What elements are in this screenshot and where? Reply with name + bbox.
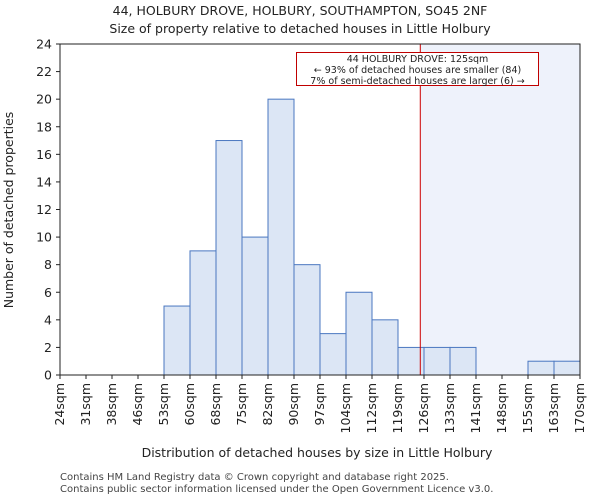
x-tick-label-90sqm: 90sqm [286,383,301,426]
x-tick-label-163sqm: 163sqm [546,383,561,433]
bar-163sqm [553,360,581,376]
bar-133sqm [449,346,477,376]
y-tick-label-4: 4 [44,312,52,327]
x-tick-label-126sqm: 126sqm [416,383,431,433]
x-tick-label-119sqm: 119sqm [390,383,405,433]
x-tick-label-68sqm: 68sqm [208,383,223,426]
y-tick-label-22: 22 [36,64,52,79]
marker-annotation-line1: 44 HOLBURY DROVE: 125sqm [346,54,489,65]
y-tick-label-8: 8 [44,257,52,272]
chart-title-line1: 44, HOLBURY DROVE, HOLBURY, SOUTHAMPTON,… [112,3,488,18]
bar-82sqm [267,98,295,376]
x-tick-label-46sqm: 46sqm [130,383,145,426]
bar-60sqm [189,250,217,376]
marker-annotation-line3: 7% of semi-detached houses are larger (6… [310,76,525,87]
bar-53sqm [163,305,191,376]
x-tick-label-53sqm: 53sqm [156,383,171,426]
y-tick-label-20: 20 [36,92,52,107]
y-tick-label-2: 2 [44,340,52,355]
x-tick-label-75sqm: 75sqm [234,383,249,426]
y-axis-label: Number of detached properties [1,112,16,309]
marker-annotation: 44 HOLBURY DROVE: 125sqm ← 93% of detach… [296,52,539,87]
bar-126sqm [423,346,451,376]
footer-copyright: Contains HM Land Registry data © Crown c… [60,472,449,483]
y-tick-label-6: 6 [44,285,52,300]
x-tick-label-38sqm: 38sqm [104,383,119,426]
marker-annotation-line2: ← 93% of detached houses are smaller (84… [313,65,522,76]
y-tick-label-12: 12 [36,202,52,217]
x-tick-label-60sqm: 60sqm [182,383,197,426]
footer-licence: Contains public sector information licen… [60,484,494,495]
chart-title-line2: Size of property relative to detached ho… [109,21,491,36]
x-tick-label-104sqm: 104sqm [338,383,353,433]
bar-90sqm [293,264,321,376]
x-tick-label-148sqm: 148sqm [494,383,509,433]
x-tick-label-133sqm: 133sqm [442,383,457,433]
bar-112sqm [371,319,399,376]
y-tick-label-24: 24 [36,37,52,52]
x-tick-label-97sqm: 97sqm [312,383,327,426]
bar-97sqm [319,333,347,376]
y-tick-label-0: 0 [44,368,52,383]
y-tick-label-10: 10 [36,230,52,245]
x-tick-label-155sqm: 155sqm [520,383,535,433]
bar-75sqm [241,236,269,376]
x-tick-label-141sqm: 141sqm [468,383,483,433]
y-tick-label-14: 14 [36,174,52,189]
x-tick-label-31sqm: 31sqm [78,383,93,426]
y-tick-label-16: 16 [36,147,52,162]
highlight-region [420,44,580,375]
y-tick-label-18: 18 [36,119,52,134]
x-axis-label: Distribution of detached houses by size … [142,445,493,460]
x-tick-label-24sqm: 24sqm [52,383,67,426]
x-tick-label-170sqm: 170sqm [572,383,587,433]
bar-155sqm [527,360,555,376]
bar-104sqm [345,291,373,376]
bar-68sqm [215,140,243,376]
x-tick-label-112sqm: 112sqm [364,383,379,433]
x-tick-label-82sqm: 82sqm [260,383,275,426]
